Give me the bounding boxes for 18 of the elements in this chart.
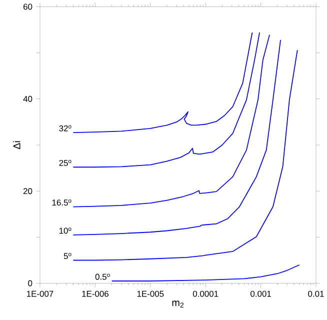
series-label: 16.5$^{o}$ [52, 199, 72, 206]
x-tick-label: 0.001 [250, 290, 271, 297]
y-tick-label: 60 [24, 4, 32, 10]
y-axis-title: Δi [12, 141, 20, 150]
series-label: 5$^{o}$ [64, 252, 72, 260]
x-tick-label: 0.01 [308, 290, 324, 297]
series-label: 32$^{o}$ [59, 125, 72, 132]
y-tick-label: 20 [23, 188, 32, 194]
x-tick-label: 1E-005 [137, 290, 164, 297]
x-tick-label: 1E-006 [82, 290, 108, 297]
x-tick-label: 0.0001 [192, 290, 218, 297]
series-label: 0.5$^{o}$ [95, 274, 110, 280]
x-tick-label: 1E-007 [26, 290, 54, 297]
y-tick-label: 40 [23, 96, 32, 102]
y-tick-label: 0 [28, 280, 32, 286]
series-label: 10$^{o}$ [59, 228, 72, 234]
series-label: 25$^{o}$ [59, 160, 72, 166]
x-axis-title: m$_{2}$ [172, 300, 184, 308]
